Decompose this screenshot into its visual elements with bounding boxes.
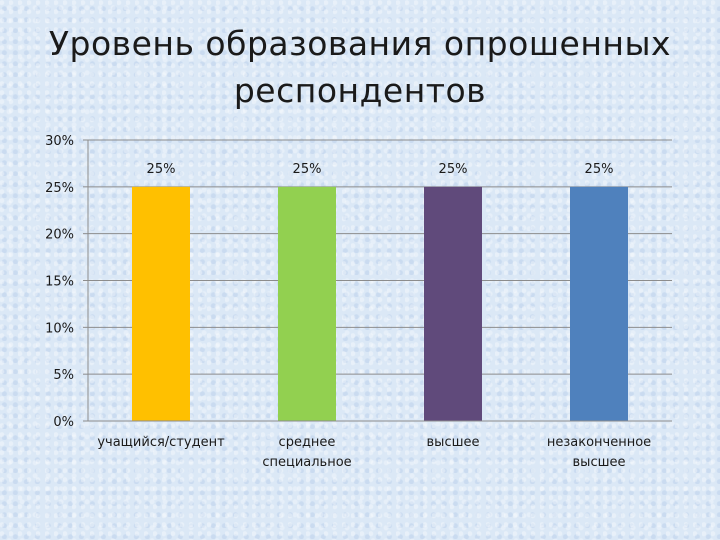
y-tick-label: 15%	[45, 275, 74, 290]
category-label: высшее	[427, 435, 480, 450]
category-label: среднее	[279, 435, 336, 450]
bar	[132, 186, 190, 421]
y-tick-label: 25%	[45, 181, 74, 196]
category-label: специальное	[262, 455, 351, 470]
bar	[570, 186, 628, 421]
y-axis: 0% 5% 10% 15% 20% 25% 30%	[45, 134, 89, 430]
chart-title-line-1: Уровень образования опрошенных	[48, 24, 672, 63]
y-tick-label: 20%	[45, 228, 74, 243]
data-label: 25%	[585, 162, 614, 177]
category-label: учащийся/студент	[97, 435, 225, 450]
category-label: высшее	[573, 455, 626, 470]
chart-title-line-2: респондентов	[233, 71, 487, 110]
bar	[278, 186, 336, 421]
chart-title: Уровень образования опрошенных респонден…	[0, 20, 720, 114]
y-tick-label: 30%	[45, 134, 74, 149]
data-label: 25%	[147, 162, 176, 177]
y-tick-label: 0%	[53, 415, 74, 430]
bars	[132, 186, 628, 421]
data-labels: 25% 25% 25% 25%	[147, 162, 614, 177]
category-label: незаконченное	[547, 435, 651, 450]
data-label: 25%	[439, 162, 468, 177]
bar	[424, 186, 482, 421]
x-axis: учащийся/студент среднее специальное высшее…	[88, 420, 672, 470]
y-tick-label: 5%	[53, 368, 74, 383]
data-label: 25%	[293, 162, 322, 177]
y-tick-label: 10%	[45, 321, 74, 336]
